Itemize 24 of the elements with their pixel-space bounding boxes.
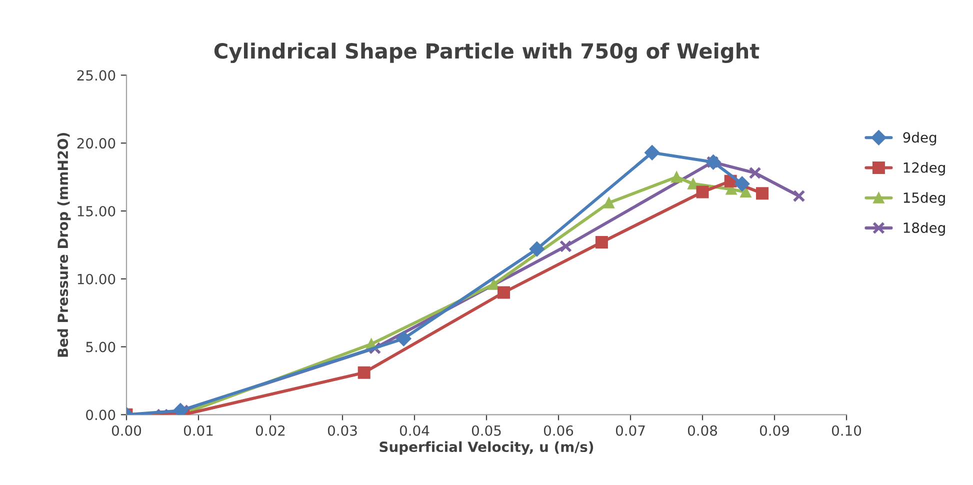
x-tick-label: 0.10 bbox=[832, 425, 862, 436]
y-tick-label: 15.00 bbox=[78, 206, 116, 216]
legend-label: 9deg bbox=[903, 132, 936, 146]
x-tick-label: 0.08 bbox=[688, 425, 718, 436]
y-axis-title: Bed Pressure Drop (mmH2O) bbox=[57, 133, 71, 357]
y-tick-label: 25.00 bbox=[77, 70, 116, 81]
y-tick-label: 0.00 bbox=[86, 410, 116, 420]
x-tick-label: 0.00 bbox=[112, 425, 142, 436]
x-tick-label: 0.03 bbox=[328, 425, 357, 436]
x-tick-label: 0.06 bbox=[544, 425, 574, 436]
x-tick-label: 0.09 bbox=[760, 425, 789, 436]
legend-label: 12deg bbox=[904, 162, 945, 176]
y-tick-label: 20.00 bbox=[77, 138, 116, 149]
x-tick-label: 0.01 bbox=[184, 425, 213, 436]
x-tick-label: 0.02 bbox=[256, 425, 285, 436]
y-tick-label: 5.00 bbox=[86, 342, 116, 352]
x-tick-label: 0.05 bbox=[472, 425, 501, 436]
y-tick-label: 10.00 bbox=[78, 274, 116, 284]
x-tick-label: 0.04 bbox=[400, 425, 430, 436]
legend-label: 15deg bbox=[904, 192, 945, 206]
legend-label: 18deg bbox=[904, 222, 945, 236]
x-tick-label: 0.07 bbox=[616, 425, 645, 436]
x-axis-title: Superficial Velocity, u (m/s) bbox=[380, 441, 594, 455]
chart-title: Cylindrical Shape Particle with 750g of Weight bbox=[214, 42, 760, 64]
